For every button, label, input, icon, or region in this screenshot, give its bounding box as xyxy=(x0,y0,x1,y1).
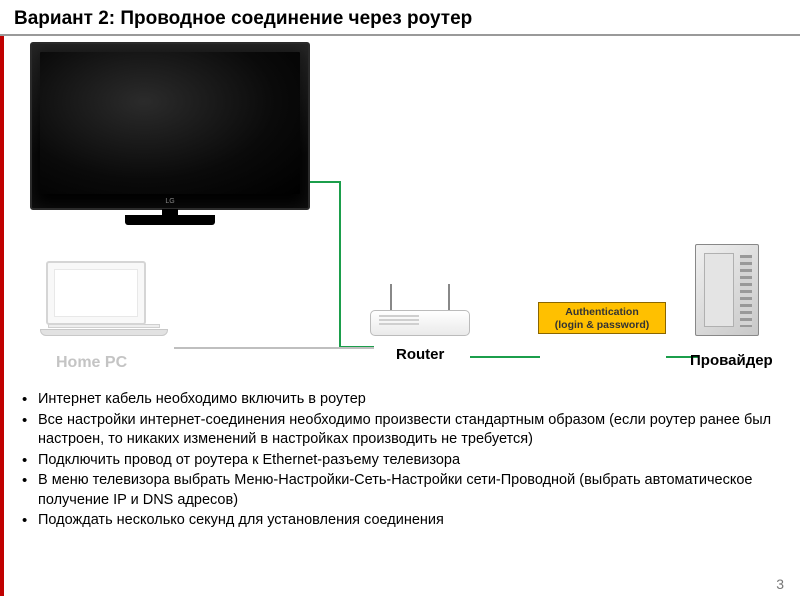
laptop-screen xyxy=(46,261,146,325)
provider-label: Провайдер xyxy=(690,352,773,369)
provider-server xyxy=(695,244,765,342)
instruction-item: Интернет кабель необходимо включить в ро… xyxy=(16,390,780,410)
router-body xyxy=(370,310,470,336)
router-label: Router xyxy=(396,346,444,363)
server-slots xyxy=(740,255,752,327)
network-diagram: LG Home PC Router Authentication (login … xyxy=(0,36,800,381)
slide: Вариант 2: Проводное соединение через ро… xyxy=(0,0,800,600)
wire xyxy=(310,182,374,347)
tv-device: LG xyxy=(30,42,310,232)
instruction-item: Все настройки интернет-соединения необхо… xyxy=(16,411,780,450)
page-number: 3 xyxy=(776,576,784,592)
instruction-item: Подождать несколько секунд для установле… xyxy=(16,511,780,531)
laptop-base xyxy=(40,329,168,336)
tv-stand xyxy=(125,215,215,225)
server-body xyxy=(695,244,759,336)
instruction-item: В меню телевизора выбрать Меню-Настройки… xyxy=(16,471,780,510)
tv-neck xyxy=(162,209,178,216)
tv-frame: LG xyxy=(30,42,310,210)
home-pc-label: Home PC xyxy=(56,354,127,372)
instruction-item: Подключить провод от роутера к Ethernet-… xyxy=(16,451,780,471)
page-title: Вариант 2: Проводное соединение через ро… xyxy=(14,8,472,30)
instruction-list: Интернет кабель необходимо включить в ро… xyxy=(16,390,780,532)
router-device xyxy=(370,284,475,344)
auth-line1: Authentication xyxy=(539,306,665,319)
auth-line2: (login & password) xyxy=(539,319,665,332)
router-antenna xyxy=(390,284,392,310)
laptop-device xyxy=(40,261,180,351)
tv-screen xyxy=(40,52,300,194)
tv-logo: LG xyxy=(165,198,174,205)
authentication-box: Authentication (login & password) xyxy=(538,302,666,334)
router-antenna xyxy=(448,284,450,310)
